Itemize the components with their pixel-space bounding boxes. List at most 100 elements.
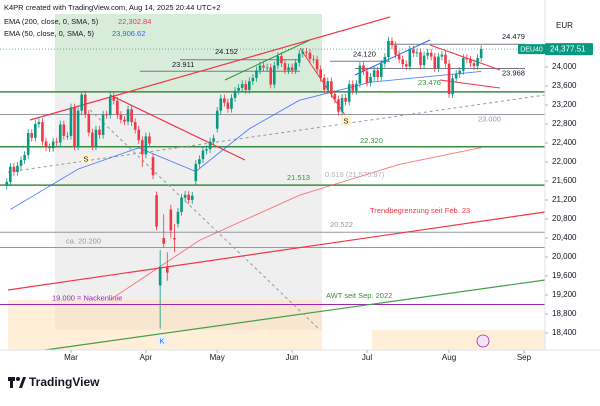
candle-body <box>265 67 269 69</box>
x-tick-label: Apr <box>140 353 153 362</box>
y-tick-label: 23,200 <box>552 100 577 109</box>
candle-body <box>116 100 119 115</box>
candle-body <box>472 63 476 67</box>
candle-body <box>397 54 401 60</box>
candle-body <box>23 154 26 161</box>
candle-body <box>333 94 337 100</box>
candle-body <box>137 129 141 141</box>
trend-line <box>354 39 431 76</box>
candle-body <box>408 49 412 67</box>
indicator-line <box>109 147 482 301</box>
candle-body <box>73 107 76 147</box>
candle-body <box>98 129 101 135</box>
legend-name: EMA (200, close, 0, SMA, 5) <box>4 17 99 26</box>
candle-body <box>479 49 483 58</box>
candle-body <box>426 52 429 56</box>
price-tag <box>545 43 593 56</box>
candle-body <box>344 97 347 102</box>
candle-body <box>351 84 355 91</box>
candle-body <box>48 147 51 149</box>
candle-body <box>44 141 48 148</box>
y-tick-label: 20,400 <box>552 233 577 242</box>
candle-body <box>465 57 469 60</box>
x-tick-label: May <box>210 353 225 362</box>
candle-body <box>198 159 201 164</box>
candle-body <box>415 52 419 54</box>
candle-body <box>141 140 144 155</box>
candle-body <box>19 160 23 166</box>
candle-body <box>165 266 169 273</box>
candle-body <box>404 64 408 67</box>
candle-body <box>369 76 372 83</box>
candle-body <box>101 114 105 135</box>
level-label: 22.320 <box>360 136 383 145</box>
price-label: 24,377.51 <box>550 45 586 54</box>
y-tick-label: 20,800 <box>552 214 577 223</box>
candle-body <box>215 110 219 129</box>
candle-body <box>230 97 233 109</box>
level-label: 19.000 = Nackenlinie <box>52 293 122 302</box>
candle-body <box>330 81 333 95</box>
candle-body <box>208 141 212 150</box>
candle-body <box>312 58 315 60</box>
candle-body <box>280 56 283 64</box>
candle-body <box>41 122 44 142</box>
level-label: 23.476 <box>418 78 441 87</box>
marker-box <box>81 154 91 164</box>
y-tick-label: 19,200 <box>552 290 577 299</box>
candle-body <box>158 266 162 286</box>
annotation: S <box>343 116 348 125</box>
marker-box <box>341 116 351 126</box>
logo-shape <box>10 377 13 388</box>
trend-line <box>44 279 546 351</box>
candle-body <box>240 84 244 88</box>
annotation: AWT seit Sep. 2022 <box>326 291 392 300</box>
candle-body <box>422 55 426 66</box>
candle-body <box>419 52 422 66</box>
level-label: 23.968 <box>502 69 525 78</box>
candle-body <box>269 67 273 85</box>
candle-body <box>87 114 91 133</box>
candle-body <box>105 114 108 116</box>
candle-body <box>123 119 126 122</box>
candle-body <box>201 150 205 160</box>
candle-body <box>91 132 94 147</box>
candle-body <box>358 65 362 84</box>
candle-body <box>130 109 133 123</box>
trend-line <box>7 211 546 291</box>
candle-body <box>12 166 16 172</box>
trend-line <box>29 16 391 121</box>
candle-body <box>5 181 9 186</box>
candle-body <box>376 70 380 77</box>
candle-body <box>362 65 365 72</box>
level-label: ca. 20.200 <box>66 236 101 245</box>
x-tick-label: Aug <box>442 353 456 362</box>
candle-body <box>248 81 251 90</box>
x-tick-label: Jul <box>362 353 372 362</box>
y-tick-label: 18,800 <box>552 309 577 318</box>
candle-body <box>119 114 123 120</box>
event-icon[interactable] <box>476 334 490 348</box>
candle-body <box>58 124 62 143</box>
level-label: 20.522 <box>330 220 353 229</box>
candle-body <box>151 157 155 176</box>
candle-body <box>365 71 369 83</box>
annotation: 0.618 (21,570.97) <box>325 170 385 179</box>
candle-body <box>379 63 383 77</box>
level-label: 24.479 <box>502 32 525 41</box>
candle-body <box>355 83 358 91</box>
level-label: 23.911 <box>172 60 194 69</box>
y-tick-label: 22,400 <box>552 138 577 147</box>
candle-body <box>162 238 166 244</box>
x-tick-label: Jun <box>286 353 299 362</box>
candle-body <box>437 56 440 69</box>
candle-body <box>173 238 176 240</box>
candle-body <box>387 40 390 58</box>
candle-body <box>326 81 330 90</box>
candle-body <box>305 51 308 53</box>
candle-body <box>76 110 80 147</box>
candle-body <box>112 96 116 101</box>
candle-body <box>251 77 255 82</box>
candle-body <box>255 70 258 78</box>
candle-body <box>237 87 240 91</box>
